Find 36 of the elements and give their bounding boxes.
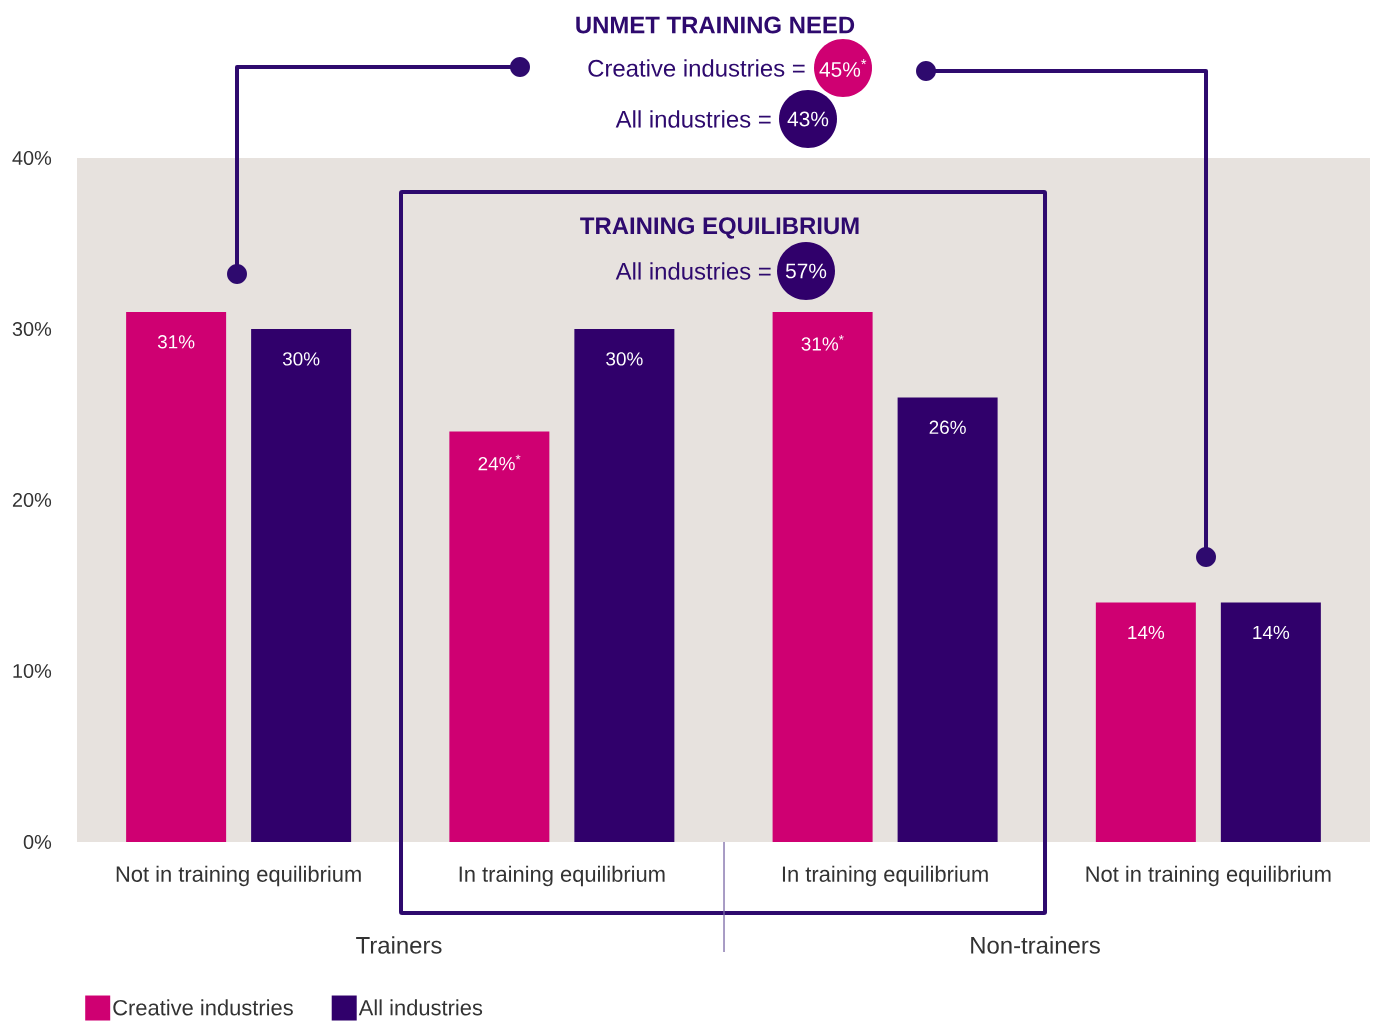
y-tick-label: 10% xyxy=(13,663,52,679)
text: Creative industries = xyxy=(588,59,805,77)
data-label: 14% xyxy=(1253,625,1290,640)
text: 43% xyxy=(787,111,829,127)
annotation: All industries = xyxy=(615,262,771,280)
data-label: 30% xyxy=(606,352,643,366)
data-label: 31% xyxy=(157,335,195,349)
data-label: 14% xyxy=(1128,625,1165,640)
text: Non-trainers xyxy=(971,936,1100,954)
annotation: TRAINING EQUILIBRIUM xyxy=(580,217,859,239)
y-tick-label: 0% xyxy=(23,834,52,850)
bar xyxy=(251,329,352,842)
text: All industries = xyxy=(615,110,771,128)
data-label: 24%$^{*}$ xyxy=(478,454,521,471)
bar xyxy=(1095,602,1196,842)
x-tick-label: Not in training equilibrium xyxy=(1086,865,1331,887)
x-tick-label: Not in training equilibrium xyxy=(116,865,361,887)
text: Trainers xyxy=(356,936,442,954)
bar xyxy=(1220,602,1321,842)
bar xyxy=(449,431,550,842)
x-tick-label: In training equilibrium xyxy=(459,865,665,887)
y-tick-label: 40% xyxy=(12,150,52,166)
data-label: 26% xyxy=(929,420,966,434)
annotation: 57% xyxy=(785,263,827,279)
text: UNMET TRAINING NEED xyxy=(576,16,855,34)
y-tick-label: 20% xyxy=(12,492,52,508)
bar xyxy=(574,329,675,842)
legend-label: Creative industries xyxy=(113,999,293,1016)
bar xyxy=(772,311,873,842)
y-tick-label: 30% xyxy=(12,321,52,337)
x-tick-label: In training equilibrium xyxy=(782,865,988,887)
data-label: 30% xyxy=(282,352,320,366)
text: 45%$^{*}$ xyxy=(819,59,867,77)
data-label: 31%$^{*}$ xyxy=(801,335,844,351)
legend-label: All industries xyxy=(358,999,483,1016)
bar xyxy=(126,311,227,842)
